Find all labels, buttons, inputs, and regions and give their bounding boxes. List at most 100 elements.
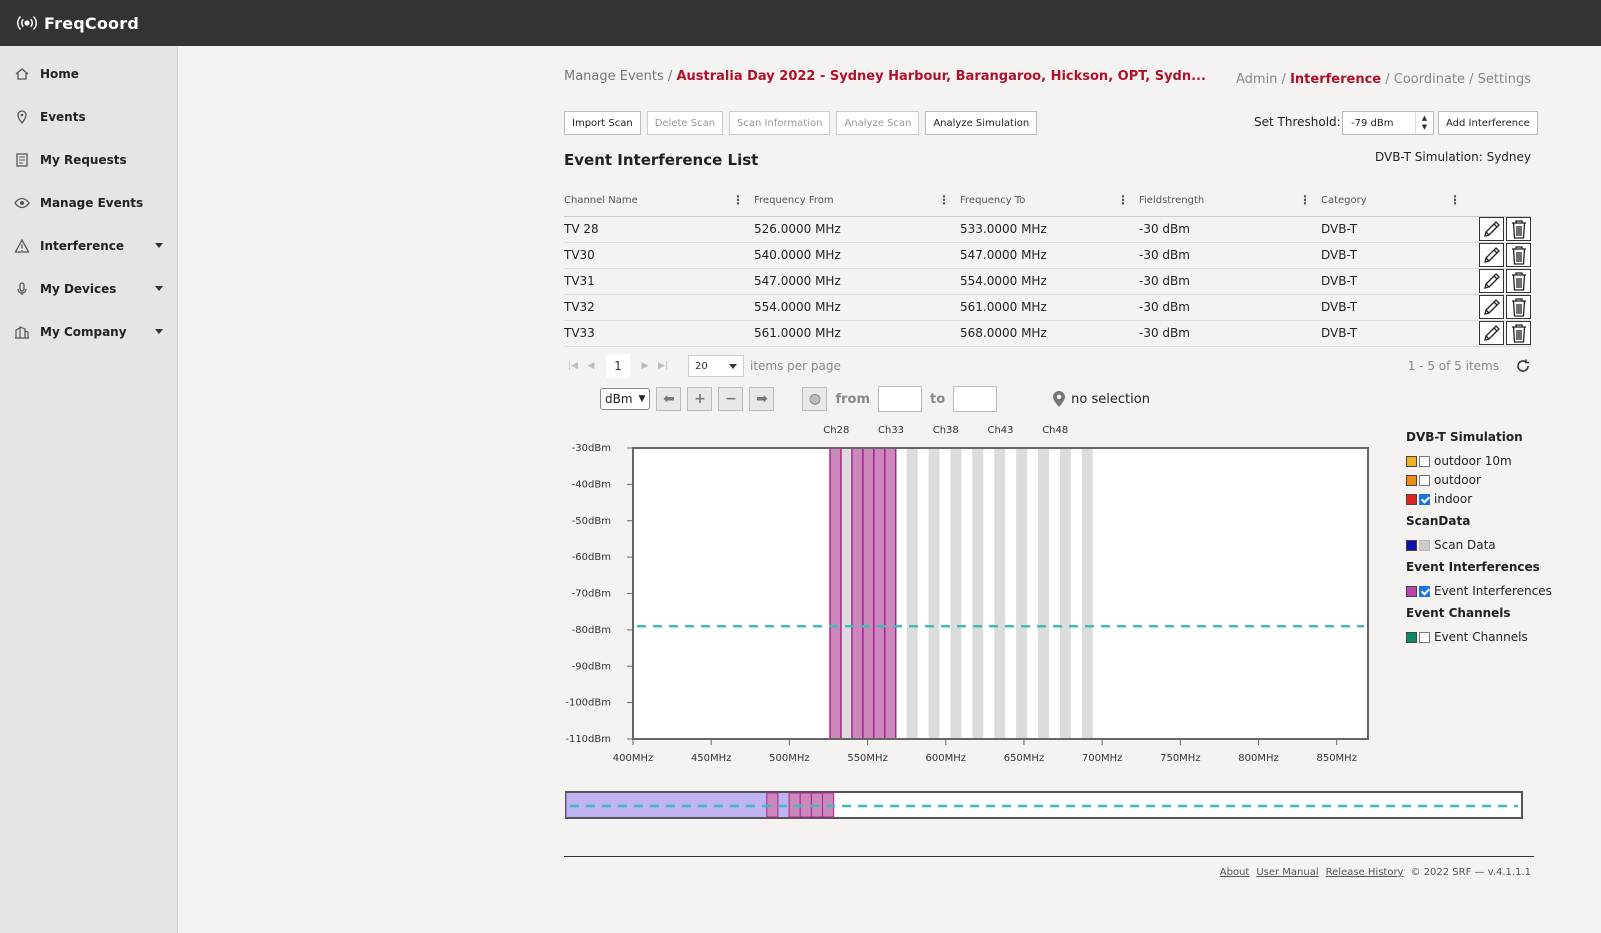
current-page[interactable]: 1	[606, 354, 630, 378]
legend-checkbox[interactable]	[1419, 456, 1430, 467]
column-menu-icon[interactable]: ⋮	[732, 193, 744, 207]
channel-band	[928, 448, 940, 739]
from-input[interactable]	[878, 386, 923, 412]
legend-checkbox[interactable]	[1419, 475, 1430, 486]
analyze-scan-button[interactable]: Analyze Scan	[836, 111, 920, 135]
threshold-value: -79 dBm	[1351, 117, 1394, 129]
breadcrumb-manage-events[interactable]: Manage Events	[564, 69, 664, 84]
trash-icon[interactable]	[1506, 295, 1531, 319]
spin-up-icon[interactable]: ▲	[1421, 114, 1428, 122]
legend-checkbox[interactable]	[1419, 586, 1430, 597]
refresh-icon[interactable]	[1515, 358, 1531, 374]
y-tick-label: -90dBm	[572, 661, 611, 672]
legend-checkbox[interactable]	[1419, 540, 1430, 551]
trash-icon[interactable]	[1506, 321, 1531, 345]
table-row[interactable]: TV31 547.0000 MHz 554.0000 MHz -30 dBm DVB-T	[564, 268, 1531, 295]
to-input[interactable]	[953, 386, 998, 412]
column-header[interactable]: Category ⋮	[1321, 186, 1471, 217]
caret-down-icon[interactable]	[155, 286, 163, 291]
nav-separator: /	[1381, 72, 1394, 87]
reset-zoom-button[interactable]: ◍	[802, 387, 828, 411]
column-header[interactable]: Channel Name ⋮	[564, 186, 754, 217]
spin-down-icon[interactable]: ▼	[1421, 123, 1428, 131]
edit-icon[interactable]	[1479, 321, 1504, 345]
nav-admin[interactable]: Admin	[1235, 72, 1278, 87]
pan-left-button[interactable]: ⬅	[656, 387, 682, 411]
trash-icon[interactable]	[1506, 217, 1531, 241]
cell-name: TV30	[564, 242, 754, 269]
sidebar-item-my-devices[interactable]: My Devices	[0, 267, 177, 310]
column-header[interactable]: Frequency From ⋮	[754, 186, 960, 217]
edit-icon[interactable]	[1479, 295, 1504, 319]
app-name[interactable]: FreqCoord	[44, 13, 139, 33]
legend-item[interactable]: outdoor 10m	[1406, 454, 1556, 468]
threshold-spinner[interactable]: ▲ ▼	[1415, 112, 1433, 134]
nav-settings[interactable]: Settings	[1477, 72, 1531, 87]
cell-actions	[1471, 216, 1531, 243]
sidebar-item-my-company[interactable]: My Company	[0, 310, 177, 353]
x-tick-label: 450MHz	[691, 753, 731, 764]
sidebar-item-label: Home	[40, 66, 79, 81]
sidebar-item-interference[interactable]: Interference	[0, 224, 177, 267]
legend-checkbox[interactable]	[1419, 632, 1430, 643]
scan-information-button[interactable]: Scan Information	[729, 111, 831, 135]
table-row[interactable]: TV 28 526.0000 MHz 533.0000 MHz -30 dBm DVB-…	[564, 216, 1531, 243]
first-page-icon[interactable]: |◀	[568, 361, 578, 371]
chevron-down-icon: ▼	[638, 394, 646, 404]
sidebar-item-manage-events[interactable]: Manage Events	[0, 181, 177, 224]
table-row[interactable]: TV32 554.0000 MHz 561.0000 MHz -30 dBm DVB-T	[564, 294, 1531, 321]
legend-item[interactable]: outdoor	[1406, 473, 1556, 487]
edit-icon[interactable]	[1479, 269, 1504, 293]
legend-checkbox[interactable]	[1419, 494, 1430, 505]
user-manual-link[interactable]: User Manual	[1256, 867, 1319, 878]
column-menu-icon[interactable]: ⋮	[1299, 193, 1311, 207]
about-link[interactable]: About	[1219, 867, 1250, 878]
navigator-chart[interactable]	[564, 790, 1524, 820]
release-history-link[interactable]: Release History	[1325, 867, 1404, 878]
last-page-icon[interactable]: ▶|	[658, 361, 668, 371]
caret-down-icon[interactable]	[155, 243, 163, 248]
add-interference-button[interactable]: Add Interference	[1438, 111, 1538, 135]
trash-icon[interactable]	[1506, 243, 1531, 267]
spectrum-chart[interactable]: -30dBm -40dBm -50dBm -60dBm -70dBm -80dBm -90d…	[548, 414, 1378, 764]
legend-item[interactable]: Event Interferences	[1406, 584, 1556, 598]
nav-interference[interactable]: Interference	[1290, 72, 1382, 87]
column-header[interactable]: Frequency To ⋮	[960, 186, 1139, 217]
unit-select[interactable]: dBm ▼	[600, 388, 651, 410]
legend-item[interactable]: Event Channels	[1406, 630, 1556, 644]
analyze-simulation-button[interactable]: Analyze Simulation	[925, 111, 1038, 135]
legend-item[interactable]: Scan Data	[1406, 538, 1556, 552]
delete-scan-button[interactable]: Delete Scan	[646, 111, 724, 135]
sidebar-item-events[interactable]: Events	[0, 95, 177, 138]
copyright: © 2022 SRF — v.4.1.1.1	[1410, 867, 1531, 878]
import-scan-button[interactable]: Import Scan	[564, 111, 641, 135]
nav-coordinate[interactable]: Coordinate	[1393, 72, 1466, 87]
column-header[interactable]: Fieldstrength ⋮	[1139, 186, 1321, 217]
caret-down-icon[interactable]	[155, 329, 163, 334]
next-page-icon[interactable]: ▶	[641, 361, 649, 371]
zoom-in-button[interactable]: +	[687, 387, 713, 411]
sidebar-item-my-requests[interactable]: My Requests	[0, 138, 177, 181]
page-size-value: 20	[695, 360, 708, 372]
pan-right-button[interactable]: ➡	[749, 387, 775, 411]
trash-icon[interactable]	[1506, 269, 1531, 293]
cell-to: 554.0000 MHz	[960, 268, 1139, 295]
chart-legend: DVB-T Simulation outdoor 10m outdoor indoor…	[1406, 422, 1556, 649]
prev-page-icon[interactable]: ◀	[587, 361, 595, 371]
zoom-out-button[interactable]: −	[718, 387, 744, 411]
channel-band	[1081, 448, 1093, 739]
column-menu-icon[interactable]: ⋮	[938, 193, 950, 207]
y-tick-label: -50dBm	[572, 516, 611, 527]
threshold-input[interactable]: -79 dBm ▲ ▼	[1342, 111, 1434, 135]
table-row[interactable]: TV30 540.0000 MHz 547.0000 MHz -30 dBm DVB-T	[564, 242, 1531, 269]
edit-icon[interactable]	[1479, 217, 1504, 241]
threshold-label: Set Threshold:	[1254, 115, 1341, 129]
table-row[interactable]: TV33 561.0000 MHz 568.0000 MHz -30 dBm DVB-T	[564, 320, 1531, 347]
column-menu-icon[interactable]: ⋮	[1117, 193, 1129, 207]
cell-category: DVB-T	[1321, 294, 1471, 321]
sidebar-item-home[interactable]: Home	[0, 52, 177, 95]
legend-item[interactable]: indoor	[1406, 492, 1556, 506]
edit-icon[interactable]	[1479, 243, 1504, 267]
column-menu-icon[interactable]: ⋮	[1449, 193, 1461, 207]
page-size-select[interactable]: 20	[688, 355, 744, 377]
